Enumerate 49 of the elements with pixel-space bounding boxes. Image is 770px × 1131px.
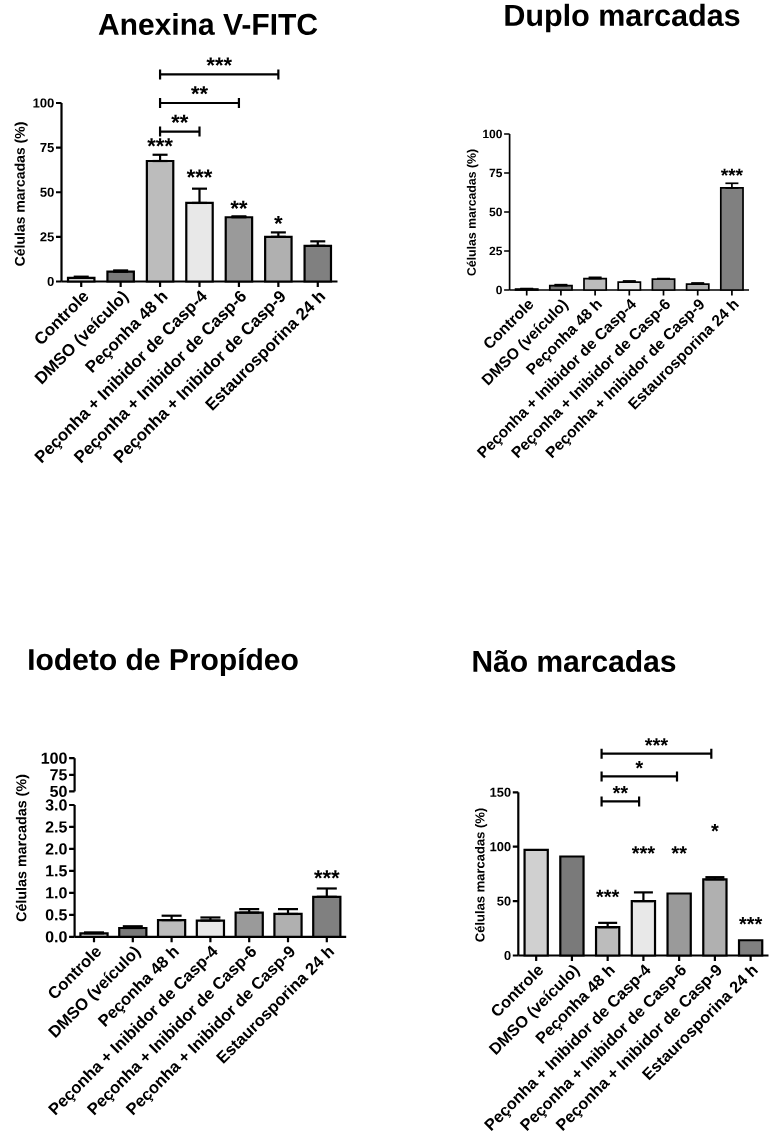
annotation: *** <box>739 917 763 925</box>
y-tick-label: 0.0 <box>45 931 67 943</box>
annotation: *** <box>596 889 620 898</box>
text: *** <box>206 57 233 66</box>
y-tick-label: 75 <box>50 769 67 781</box>
y-tick-label: 25 <box>489 246 503 256</box>
annotation: ** <box>171 114 189 123</box>
chart-title: Duplo marcadas <box>505 3 740 33</box>
y-tick-label: 0 <box>47 276 54 287</box>
y-tick-label: 1.0 <box>46 887 67 899</box>
y-tick-label: 50 <box>40 187 54 197</box>
y-axis-title: Células marcadas (%) <box>14 122 28 266</box>
annotation: *** <box>147 138 173 147</box>
y-tick-label: 75 <box>40 143 54 153</box>
y-tick-label: 1.5 <box>46 865 67 877</box>
text: ** <box>191 86 209 95</box>
annotation: *** <box>720 168 743 176</box>
y-tick-label: 0.5 <box>45 909 67 921</box>
y-tick-label: 100 <box>41 752 67 764</box>
annotation: * <box>711 823 719 832</box>
y-tick-label: 25 <box>40 232 54 242</box>
y-tick-label: 50 <box>50 785 67 798</box>
text: * <box>635 760 644 769</box>
y-tick-label: 100 <box>33 98 54 108</box>
y-tick-label: 50 <box>497 896 511 906</box>
y-tick-label: 2.5 <box>45 821 67 833</box>
y-axis-title: Células marcadas (%) <box>15 774 30 922</box>
y-axis-title: Células marcadas (%) <box>474 808 488 942</box>
annotation: *** <box>314 870 340 879</box>
y-axis-title: Células marcadas (%) <box>466 149 479 276</box>
annotation: ** <box>230 200 248 209</box>
annotation: *** <box>186 169 213 178</box>
chart-title: Iodeto de Propídeo <box>29 647 298 677</box>
annotation: ** <box>612 785 629 794</box>
y-tick-label: 150 <box>490 787 511 797</box>
y-tick-label: 2.0 <box>45 843 67 855</box>
y-tick-label: 3.0 <box>45 799 67 811</box>
annotation: * <box>274 215 283 225</box>
chart-title: Não marcadas <box>473 649 676 673</box>
y-tick-label: 100 <box>483 129 502 139</box>
annotation: ** <box>671 846 687 854</box>
y-tick-label: 0 <box>504 950 511 961</box>
text: *** <box>644 738 669 746</box>
annotation: *** <box>631 846 656 854</box>
y-tick-label: 50 <box>489 207 502 217</box>
y-tick-label: 75 <box>489 168 503 178</box>
y-tick-label: 0 <box>496 285 502 295</box>
y-tick-label: 100 <box>490 842 511 852</box>
chart-title: Anexina V-FITC <box>98 12 318 36</box>
